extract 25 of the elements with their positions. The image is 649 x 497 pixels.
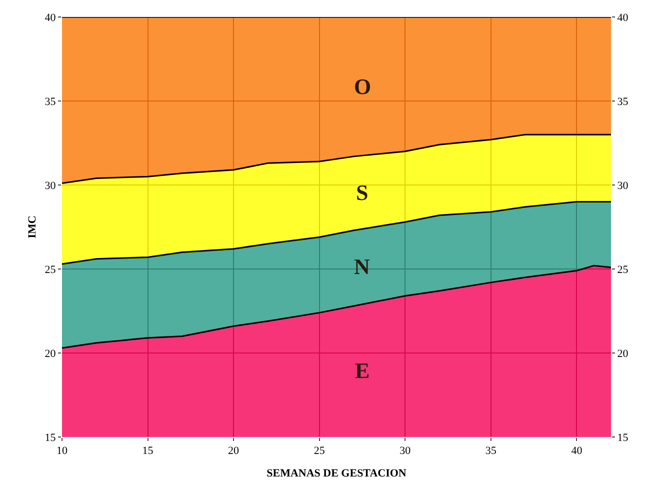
x-tick-label: 15 <box>142 445 154 458</box>
y-tick-label: 30 <box>44 180 56 192</box>
series-label: S <box>356 180 368 205</box>
y-tick-label: 40 <box>44 12 56 24</box>
y-tick-label: 20 <box>44 348 56 360</box>
x-tick-label: 30 <box>400 445 412 458</box>
y2-tick-label: 25 <box>617 264 629 276</box>
x-tick-label: 35 <box>485 445 497 458</box>
y-axis-title: IMC <box>26 216 38 238</box>
series-label: O <box>354 74 372 99</box>
y-tick-label: 25 <box>44 264 56 276</box>
x-tick-label: 40 <box>571 445 583 458</box>
x-tick-label: 20 <box>228 445 240 458</box>
y2-tick-label: 30 <box>617 180 629 192</box>
y-tick-label: 35 <box>44 96 56 108</box>
series-label: E <box>355 358 370 383</box>
y-tick-label: 15 <box>44 432 56 444</box>
x-tick-label: 25 <box>314 445 326 458</box>
x-tick-label: 10 <box>56 445 68 458</box>
y2-tick-label: 40 <box>617 12 629 24</box>
y2-tick-label: 20 <box>617 348 629 360</box>
x-axis-title: SEMANAS DE GESTACION <box>266 467 406 480</box>
series-label: N <box>354 254 370 279</box>
y2-tick-label: 35 <box>617 96 629 108</box>
y2-tick-label: 15 <box>617 432 629 444</box>
